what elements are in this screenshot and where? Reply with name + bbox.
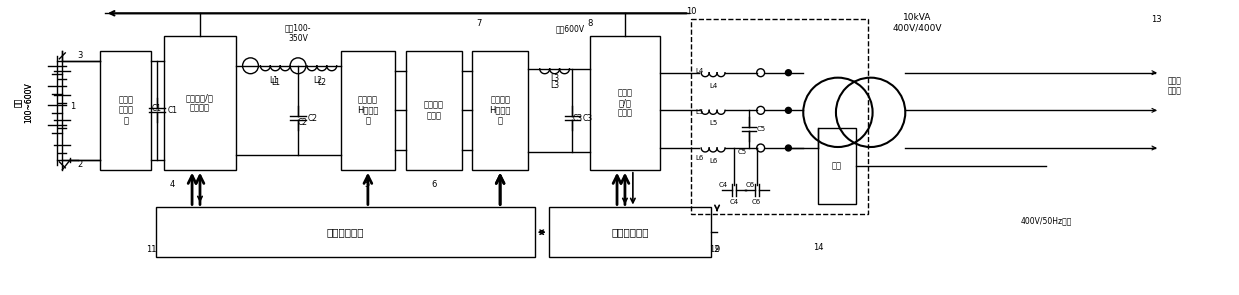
Text: C3: C3	[572, 114, 582, 123]
Text: L2: L2	[317, 78, 326, 87]
Text: 双向直
流/交
流模块: 双向直 流/交 流模块	[617, 88, 632, 118]
Text: C3: C3	[582, 114, 592, 123]
Text: 直流100-
350V: 直流100- 350V	[285, 23, 311, 43]
Text: 6: 6	[431, 180, 436, 189]
Text: L5: L5	[709, 120, 717, 126]
Text: 10kVA
400V/400V: 10kVA 400V/400V	[892, 14, 942, 33]
Bar	[590, 36, 659, 170]
Bar	[549, 207, 711, 257]
Text: 12: 12	[709, 245, 720, 253]
Text: 13: 13	[1151, 15, 1162, 24]
Text: 5: 5	[364, 180, 370, 189]
Bar	[341, 51, 395, 170]
Text: 双向直流/直
流变流器: 双向直流/直 流变流器	[186, 93, 214, 113]
Circle shape	[786, 70, 792, 76]
Text: 高频变压
器模块: 高频变压 器模块	[424, 101, 444, 120]
Text: L4: L4	[695, 68, 704, 74]
Text: 第一控制系统: 第一控制系统	[327, 227, 364, 237]
Text: C1: C1	[151, 104, 161, 113]
Text: 第二控制系统: 第二控制系统	[611, 227, 649, 237]
Text: 2: 2	[78, 160, 83, 169]
Text: C6: C6	[752, 199, 761, 204]
Text: L5: L5	[695, 109, 704, 115]
Bar	[472, 51, 528, 170]
Text: 10: 10	[686, 7, 696, 16]
Text: 9: 9	[715, 245, 720, 253]
Bar	[165, 36, 235, 170]
Text: 负载: 负载	[831, 162, 843, 171]
Text: C6: C6	[745, 182, 755, 188]
Text: C2: C2	[309, 114, 318, 123]
Text: 负载或
者电网: 负载或 者电网	[1168, 76, 1182, 95]
Text: 第一双向
H桥变流
器: 第一双向 H桥变流 器	[357, 96, 379, 125]
Text: C2: C2	[299, 118, 309, 127]
Text: 第二双向
H桥变流
器: 第二双向 H桥变流 器	[489, 96, 510, 125]
Text: C1: C1	[167, 106, 177, 115]
Text: L3: L3	[550, 81, 559, 90]
Text: L6: L6	[709, 158, 717, 164]
Text: C5: C5	[737, 149, 746, 155]
Text: C4: C4	[719, 182, 727, 188]
Text: L6: L6	[695, 155, 704, 161]
Bar	[156, 207, 535, 257]
Bar	[100, 51, 151, 170]
Text: L3: L3	[550, 74, 559, 83]
Bar	[818, 128, 856, 204]
Text: L1: L1	[269, 76, 278, 85]
Text: C5: C5	[757, 126, 766, 132]
Text: 直流600V: 直流600V	[556, 24, 585, 34]
Text: 14: 14	[813, 242, 824, 252]
Text: 11: 11	[146, 245, 156, 253]
Bar	[406, 51, 461, 170]
Text: 4: 4	[170, 180, 175, 189]
Circle shape	[786, 145, 792, 151]
Text: 7: 7	[477, 19, 482, 28]
Bar	[691, 19, 867, 214]
Text: 8: 8	[587, 19, 593, 28]
Text: 1: 1	[71, 102, 76, 111]
Text: 直流
100~600V: 直流 100~600V	[14, 82, 33, 123]
Text: L1: L1	[271, 78, 280, 87]
Text: 电磁干
扰滤波
器: 电磁干 扰滤波 器	[118, 96, 134, 125]
Text: 3: 3	[78, 51, 83, 60]
Text: 直流
100~600V: 直流 100~600V	[14, 82, 33, 123]
Text: L2: L2	[313, 76, 322, 85]
Text: L4: L4	[709, 83, 717, 88]
Text: C4: C4	[730, 199, 738, 204]
Circle shape	[786, 107, 792, 113]
Text: 400V/50Hz输出: 400V/50Hz输出	[1020, 217, 1072, 226]
